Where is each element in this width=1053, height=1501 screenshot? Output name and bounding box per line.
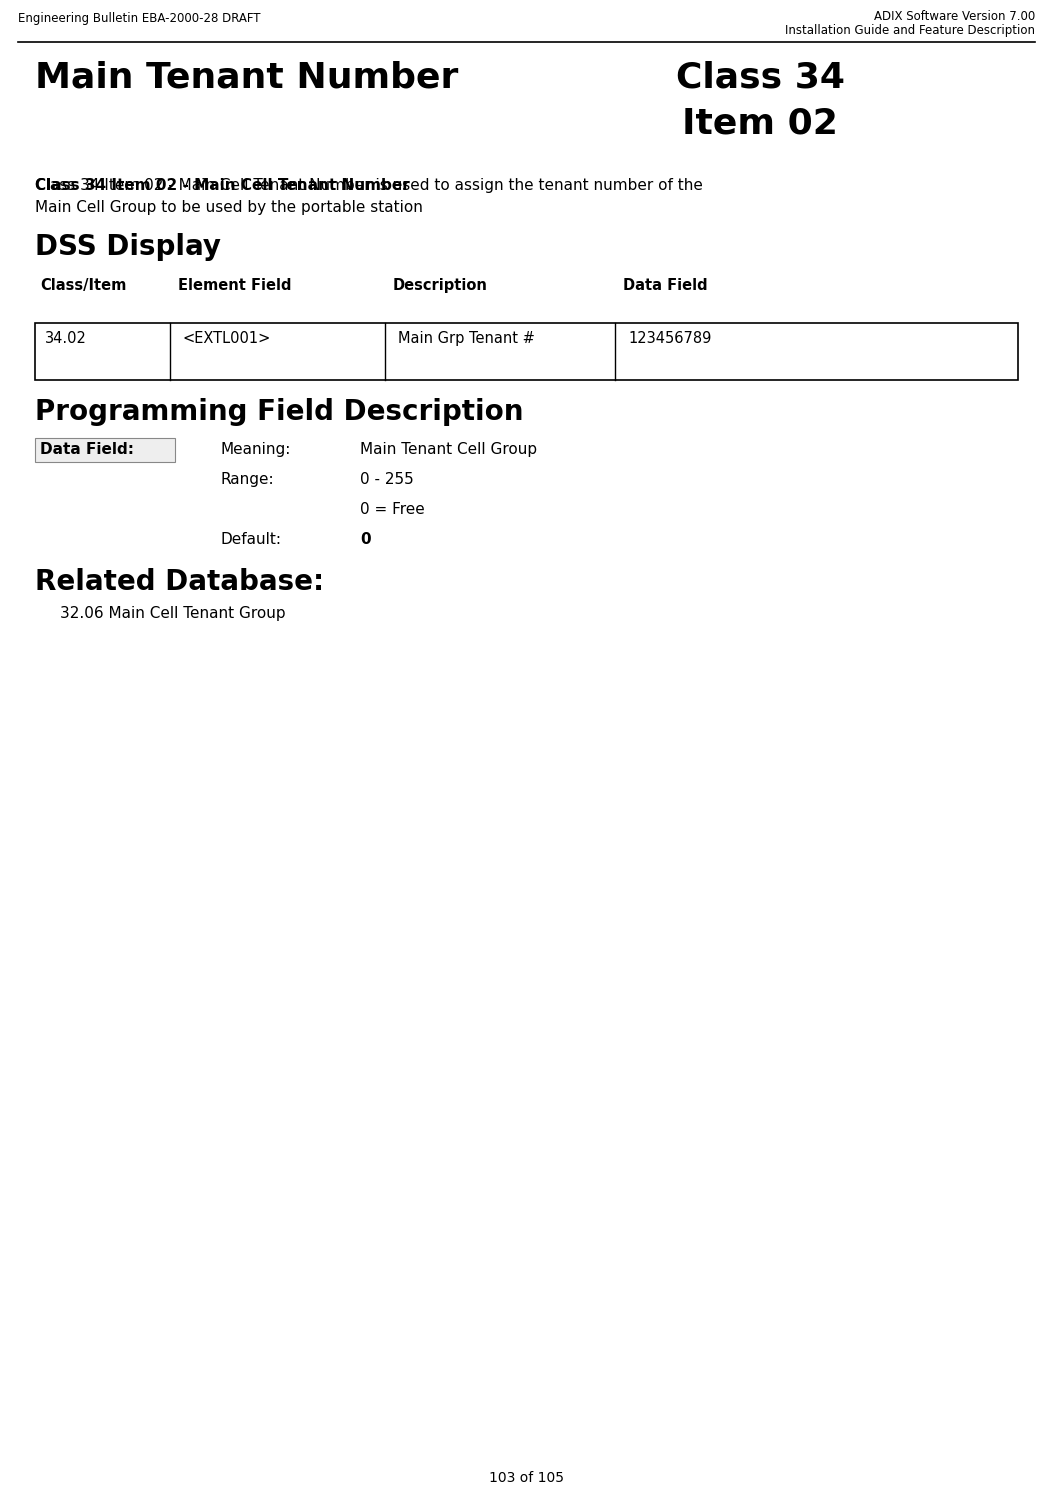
Text: Class 34: Class 34 (676, 60, 845, 95)
Text: Main Tenant Number: Main Tenant Number (35, 60, 458, 95)
Bar (35, 323, 1018, 380)
Text: 0 = Free: 0 = Free (360, 501, 424, 516)
Text: Item 02: Item 02 (682, 107, 838, 141)
Text: 103 of 105: 103 of 105 (489, 1471, 564, 1484)
Text: Meaning:: Meaning: (220, 441, 291, 456)
Text: Default:: Default: (220, 531, 281, 546)
Text: 32.06 Main Cell Tenant Group: 32.06 Main Cell Tenant Group (60, 606, 285, 621)
Text: Main Cell Group to be used by the portable station: Main Cell Group to be used by the portab… (35, 200, 423, 215)
Text: 0: 0 (360, 531, 371, 546)
Text: Main Tenant Cell Group: Main Tenant Cell Group (360, 441, 537, 456)
Text: Class/Item: Class/Item (40, 278, 126, 293)
Text: Main Grp Tenant #: Main Grp Tenant # (398, 332, 535, 347)
Text: Range:: Range: (220, 471, 274, 486)
Text: Programming Field Description: Programming Field Description (35, 398, 523, 426)
Text: ADIX Software Version 7.00: ADIX Software Version 7.00 (874, 11, 1035, 23)
Text: 34.02: 34.02 (45, 332, 87, 347)
Text: <EXTL001>: <EXTL001> (183, 332, 272, 347)
Bar (35, 438, 175, 462)
Text: 0 - 255: 0 - 255 (360, 471, 414, 486)
Text: Installation Guide and Feature Description: Installation Guide and Feature Descripti… (784, 24, 1035, 38)
Text: Related Database:: Related Database: (35, 567, 324, 596)
Text: Data Field: Data Field (623, 278, 708, 293)
Text: Data Field:: Data Field: (40, 441, 134, 456)
Text: Element Field: Element Field (178, 278, 292, 293)
Text: Description: Description (393, 278, 488, 293)
Text: Engineering Bulletin EBA-2000-28 DRAFT: Engineering Bulletin EBA-2000-28 DRAFT (18, 12, 260, 26)
Text: DSS Display: DSS Display (35, 233, 221, 261)
Text: Class 34 Item 02 - Main Cell Tenant Number: Class 34 Item 02 - Main Cell Tenant Numb… (35, 179, 410, 194)
Text: Class 34 Item 02 - Main Cell Tenant Number is used to assign the tenant number o: Class 34 Item 02 - Main Cell Tenant Numb… (35, 179, 702, 194)
Text: 123456789: 123456789 (628, 332, 712, 347)
